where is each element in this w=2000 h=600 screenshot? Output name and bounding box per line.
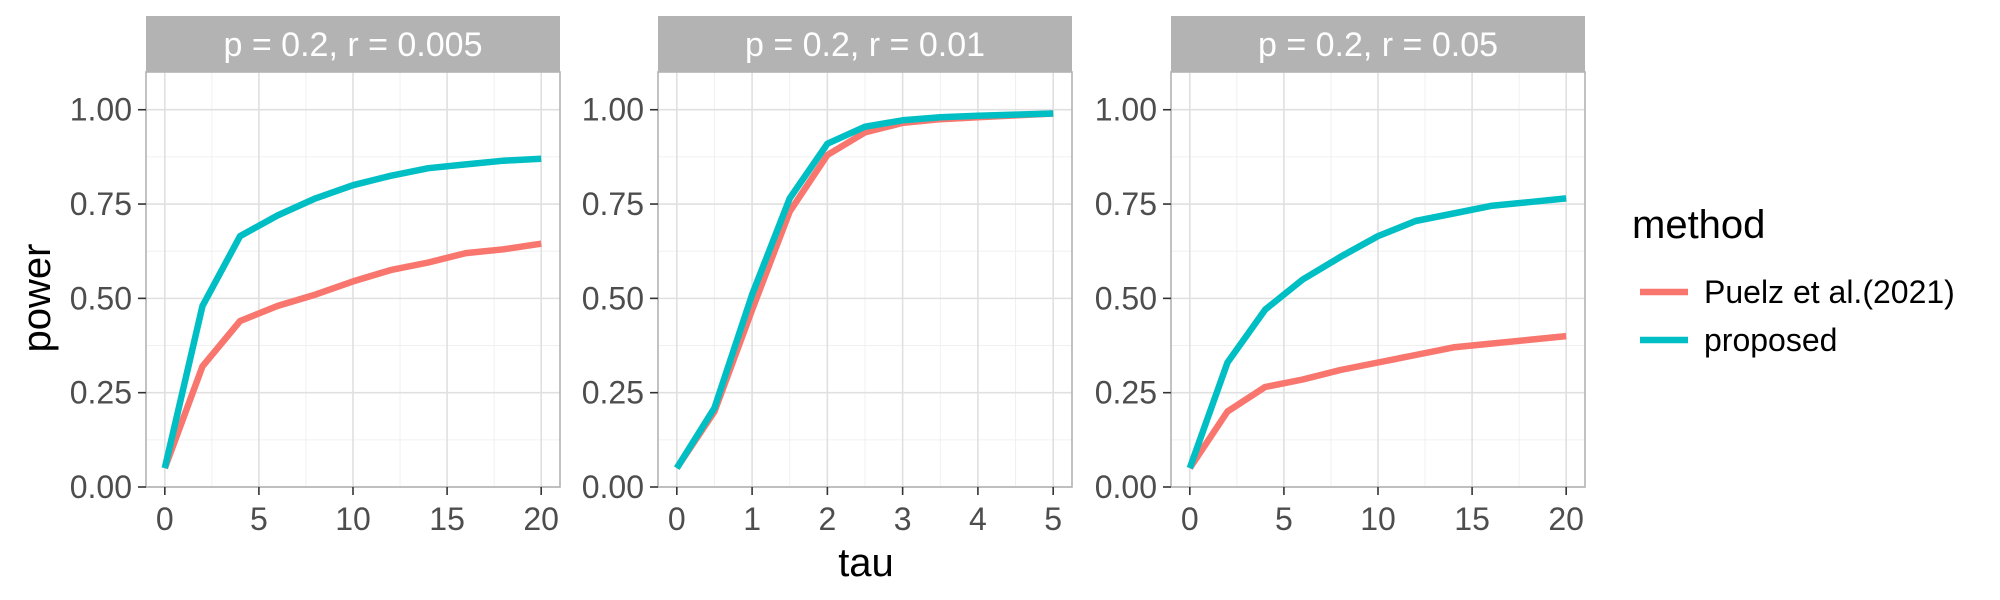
series-line-puelz bbox=[1187, 332, 1567, 470]
y-tick-label: 1.00 bbox=[70, 92, 132, 128]
panel-strip bbox=[146, 16, 560, 72]
x-tick-label: 1 bbox=[743, 501, 761, 537]
x-tick-label: 4 bbox=[969, 501, 987, 537]
y-tick-label: 0.75 bbox=[70, 186, 132, 222]
legend-label: proposed bbox=[1704, 322, 1837, 358]
panel-border bbox=[657, 71, 1073, 488]
y-tick-label: 0.00 bbox=[1095, 469, 1157, 505]
y-tick-label: 0.25 bbox=[70, 375, 132, 411]
series-line-proposed bbox=[1186, 195, 1567, 470]
legend-entry: Puelz et al.(2021) bbox=[1640, 274, 1955, 310]
x-tick-label: 5 bbox=[1275, 501, 1293, 537]
x-tick-label: 15 bbox=[429, 501, 465, 537]
x-tick-label: 0 bbox=[156, 501, 174, 537]
y-tick-label: 1.00 bbox=[1095, 92, 1157, 128]
x-axis-title: tau bbox=[838, 541, 894, 585]
y-tick-label: 0.50 bbox=[70, 280, 132, 316]
panel-title: p = 0.2, r = 0.005 bbox=[224, 26, 483, 64]
x-tick-label: 5 bbox=[250, 501, 268, 537]
y-axis-title: power bbox=[15, 244, 59, 353]
y-tick-label: 0.25 bbox=[582, 375, 644, 411]
x-tick-label: 3 bbox=[894, 501, 912, 537]
panel-strip bbox=[658, 16, 1072, 72]
panel-strip bbox=[1171, 16, 1585, 72]
grid bbox=[146, 72, 560, 488]
panel-title: p = 0.2, r = 0.01 bbox=[745, 26, 985, 64]
series-line-proposed bbox=[674, 110, 1054, 470]
y-tick-label: 1.00 bbox=[582, 92, 644, 128]
x-tick-label: 10 bbox=[1360, 501, 1396, 537]
legend: method Puelz et al.(2021) proposed bbox=[1632, 203, 1955, 358]
x-tick-label: 2 bbox=[818, 501, 836, 537]
panel-2: p = 0.2, r = 0.01 0.00 0.25 0.50 0.75 1.00 0 1 2… bbox=[582, 16, 1073, 537]
legend-label: Puelz et al.(2021) bbox=[1704, 274, 1955, 310]
y-tick-label: 0.00 bbox=[582, 469, 644, 505]
x-tick-label: 20 bbox=[523, 501, 559, 537]
x-tick-label: 10 bbox=[335, 501, 371, 537]
x-tick-label: 5 bbox=[1044, 501, 1062, 537]
x-tick-label: 0 bbox=[668, 501, 686, 537]
y-tick-label: 0.25 bbox=[1095, 375, 1157, 411]
panel-3: p = 0.2, r = 0.05 0.00 0.25 0.50 0.75 1.00 0 5 1… bbox=[1095, 16, 1586, 537]
panel-title: p = 0.2, r = 0.05 bbox=[1258, 26, 1498, 64]
y-tick-label: 0.50 bbox=[582, 280, 644, 316]
y-tick-label: 0.75 bbox=[582, 186, 644, 222]
y-tick-label: 0.50 bbox=[1095, 280, 1157, 316]
series-line-puelz bbox=[161, 240, 542, 470]
legend-entry: proposed bbox=[1640, 322, 1837, 358]
x-tick-label: 15 bbox=[1454, 501, 1490, 537]
x-tick-label: 0 bbox=[1181, 501, 1199, 537]
y-tick-label: 0.75 bbox=[1095, 186, 1157, 222]
y-tick-label: 0.00 bbox=[70, 469, 132, 505]
chart-panels: p = 0.2, r = 0.005 0.00 0.25 0.50 0.75 1.00 0 5… bbox=[70, 16, 1586, 537]
legend-title: method bbox=[1632, 203, 1765, 247]
panel-1: p = 0.2, r = 0.005 0.00 0.25 0.50 0.75 1.00 0 5… bbox=[70, 16, 561, 537]
x-tick-label: 20 bbox=[1548, 501, 1584, 537]
series-line-proposed bbox=[161, 155, 542, 469]
